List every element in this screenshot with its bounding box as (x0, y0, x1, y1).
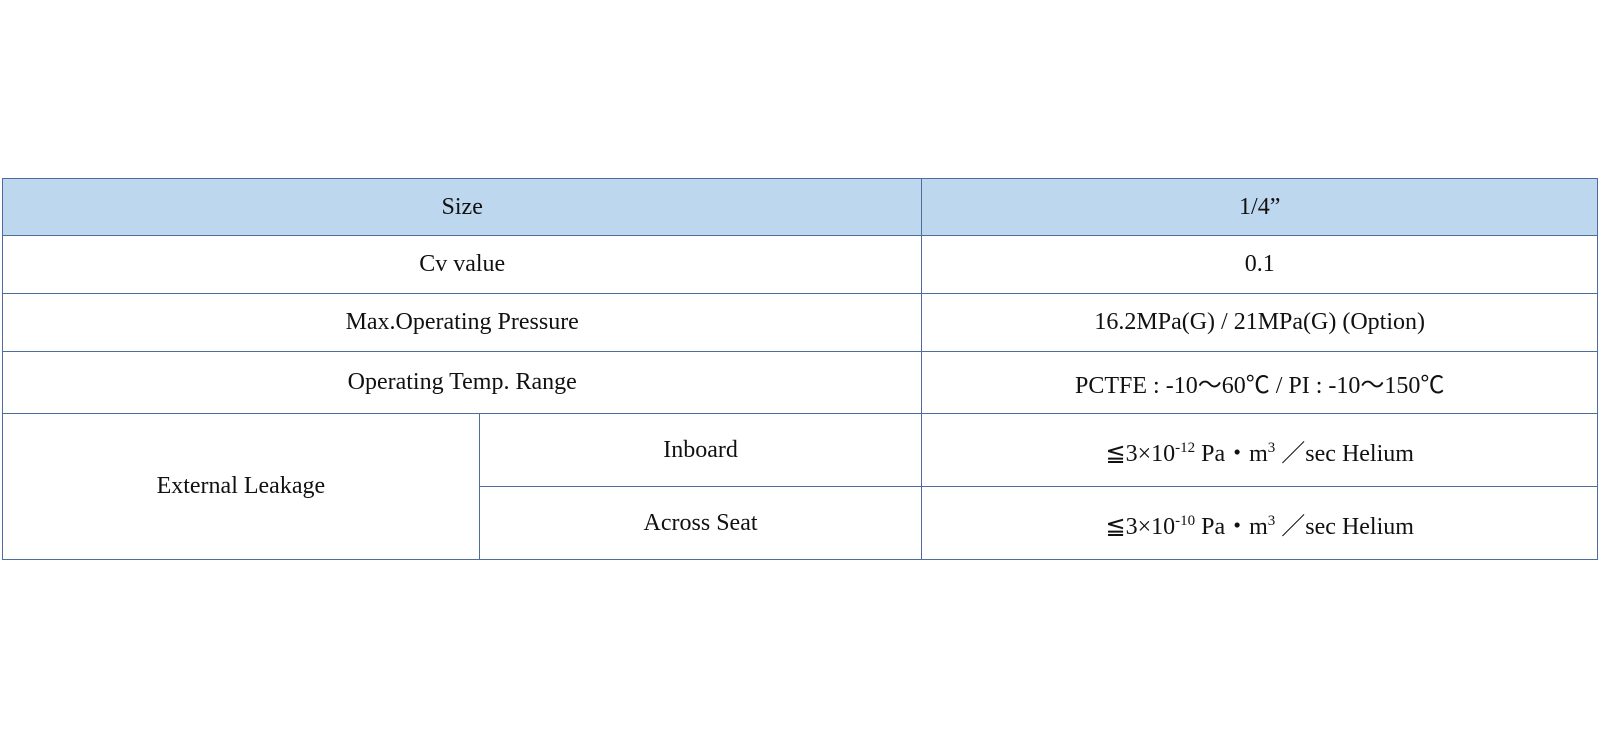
row: Across Seat ≦3×10-10 Pa・m3 ／sec Helium (3, 486, 1598, 560)
row: Operating Temp. Range PCTFE : -10～60℃ / … (1, 351, 1598, 414)
header-cell: Size (1, 178, 923, 236)
text: ／sec Helium (1275, 513, 1414, 540)
text: Pa・m (1195, 513, 1268, 540)
sub-label: Inboard (478, 413, 923, 487)
row-value: PCTFE : -10～60℃ / PI : -10～150℃ (921, 351, 1598, 414)
row-label: Max.Operating Pressure (1, 293, 923, 352)
row-value: ≦3×10-12 Pa・m3 ／sec Helium (921, 413, 1598, 487)
row: Max.Operating Pressure 16.2MPa(G) / 21MP… (1, 293, 1598, 352)
text: Pa・m (1195, 440, 1268, 467)
row-label: Operating Temp. Range (1, 351, 923, 414)
header-cell: 1/4” (921, 178, 1598, 236)
row-label: Cv value (1, 235, 923, 294)
exponent: 3 (1267, 512, 1276, 529)
exponent: 3 (1267, 439, 1276, 456)
row-value: ≦3×10-10 Pa・m3 ／sec Helium (921, 486, 1598, 560)
group-label: External Leakage (2, 413, 480, 560)
text: ≦3×10 (1105, 440, 1176, 467)
row: Cv value 0.1 (1, 235, 1598, 294)
exponent: -10 (1175, 512, 1196, 529)
spec-table: Size 1/4” Cv value 0.1 Max.Operating Pre… (1, 178, 1598, 560)
header-row: Size 1/4” (1, 178, 1598, 236)
text: ≦3×10 (1105, 513, 1176, 540)
row-value: 0.1 (921, 235, 1598, 294)
text: ／sec Helium (1275, 440, 1414, 467)
row: External Leakage Inboard ≦3×10-12 Pa・m3 … (2, 413, 1598, 560)
sub-label: Across Seat (478, 486, 923, 560)
row-value: 16.2MPa(G) / 21MPa(G) (Option) (921, 293, 1598, 352)
exponent: -12 (1175, 439, 1196, 456)
